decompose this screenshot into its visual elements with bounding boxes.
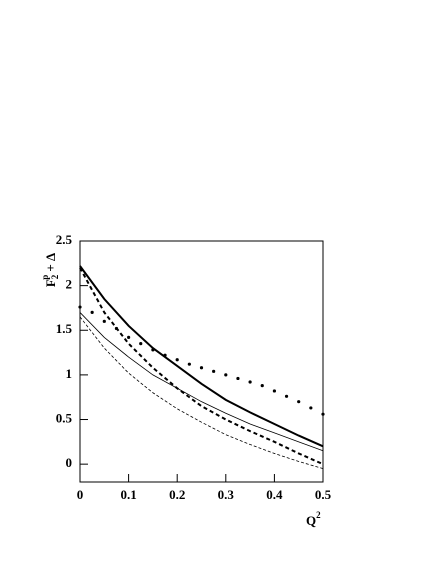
y-label-sup: p	[40, 275, 50, 280]
y-label-rest: + Δ	[43, 253, 58, 272]
x-axis-label: Q2	[306, 510, 321, 528]
y-axis-label: F2p + Δ	[40, 253, 60, 287]
series-line	[79, 316, 324, 469]
data-dot	[175, 358, 179, 362]
data-dot	[90, 310, 94, 315]
data-dot	[78, 305, 82, 309]
data-dot	[272, 389, 276, 393]
y-tick-label: 1.5	[56, 321, 73, 336]
data-dot	[114, 326, 119, 331]
data-dot	[139, 342, 143, 346]
data-dot	[127, 335, 131, 339]
data-dot	[321, 412, 325, 416]
data-dot	[236, 376, 240, 381]
data-dot	[309, 406, 313, 410]
x-tick-label: 0.1	[120, 487, 136, 502]
series-line	[79, 265, 324, 448]
data-dot	[199, 366, 204, 370]
y-label-sub: 2	[50, 274, 60, 279]
data-dot	[248, 380, 252, 384]
plot-frame	[79, 240, 324, 483]
x-tick-label: 0.2	[169, 487, 185, 502]
data-dot	[297, 400, 301, 404]
data-dot	[284, 394, 289, 398]
series-line	[79, 267, 324, 466]
data-dot	[163, 353, 167, 357]
data-dot	[260, 384, 264, 388]
x-label-main: Q	[306, 513, 316, 528]
y-tick-label: 0.5	[56, 411, 73, 426]
data-dot	[187, 362, 191, 366]
data-dot	[212, 369, 216, 373]
y-tick-label: 1	[66, 366, 73, 381]
y-tick-label: 0	[66, 455, 73, 470]
y-tick-label: 2	[66, 277, 73, 292]
x-tick-label: 0	[77, 487, 84, 502]
x-label-sup: 2	[316, 510, 321, 520]
data-dot	[224, 373, 228, 377]
x-tick-label: 0.5	[315, 487, 332, 502]
x-tick-label: 0.3	[218, 487, 235, 502]
series-line	[79, 312, 324, 452]
data-dot	[102, 319, 106, 323]
x-tick-label: 0.4	[266, 487, 283, 502]
y-tick-label: 2.5	[56, 232, 73, 247]
y-label-main: F	[43, 279, 58, 287]
data-dot	[151, 348, 155, 352]
